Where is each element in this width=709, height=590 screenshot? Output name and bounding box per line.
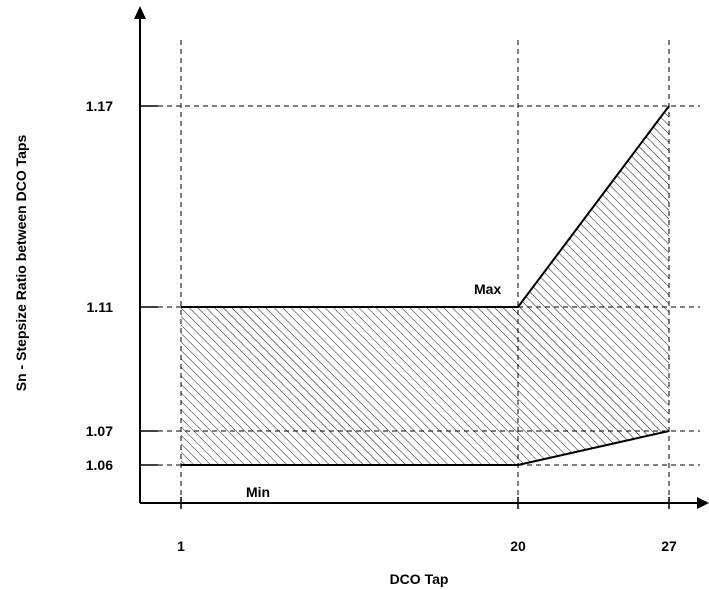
y-tick-label-1-17: 1.17	[86, 98, 113, 114]
axes	[134, 6, 709, 509]
chart-text: Max Min DCO Tap Sn - Stepsize Ratio betw…	[13, 98, 677, 587]
series-line-min	[181, 430, 670, 466]
annotation-min: Min	[246, 484, 270, 500]
y-tick-label-1-07: 1.07	[86, 423, 113, 439]
series-line-max	[181, 105, 670, 308]
range-band	[181, 106, 669, 465]
y-axis-arrow	[134, 6, 146, 19]
x-axis-arrow	[697, 497, 709, 509]
x-axis-label: DCO Tap	[390, 571, 449, 587]
series	[181, 105, 670, 466]
y-tick-label-1-06: 1.06	[86, 457, 113, 473]
y-tick-label-1-11: 1.11	[87, 299, 114, 315]
x-tick-label-27: 27	[661, 538, 677, 554]
y-axis-label: Sn - Stepsize Ratio between DCO Taps	[13, 135, 29, 392]
x-tick-label-20: 20	[510, 538, 526, 554]
x-tick-label-1: 1	[177, 538, 185, 554]
annotation-max: Max	[474, 281, 501, 297]
